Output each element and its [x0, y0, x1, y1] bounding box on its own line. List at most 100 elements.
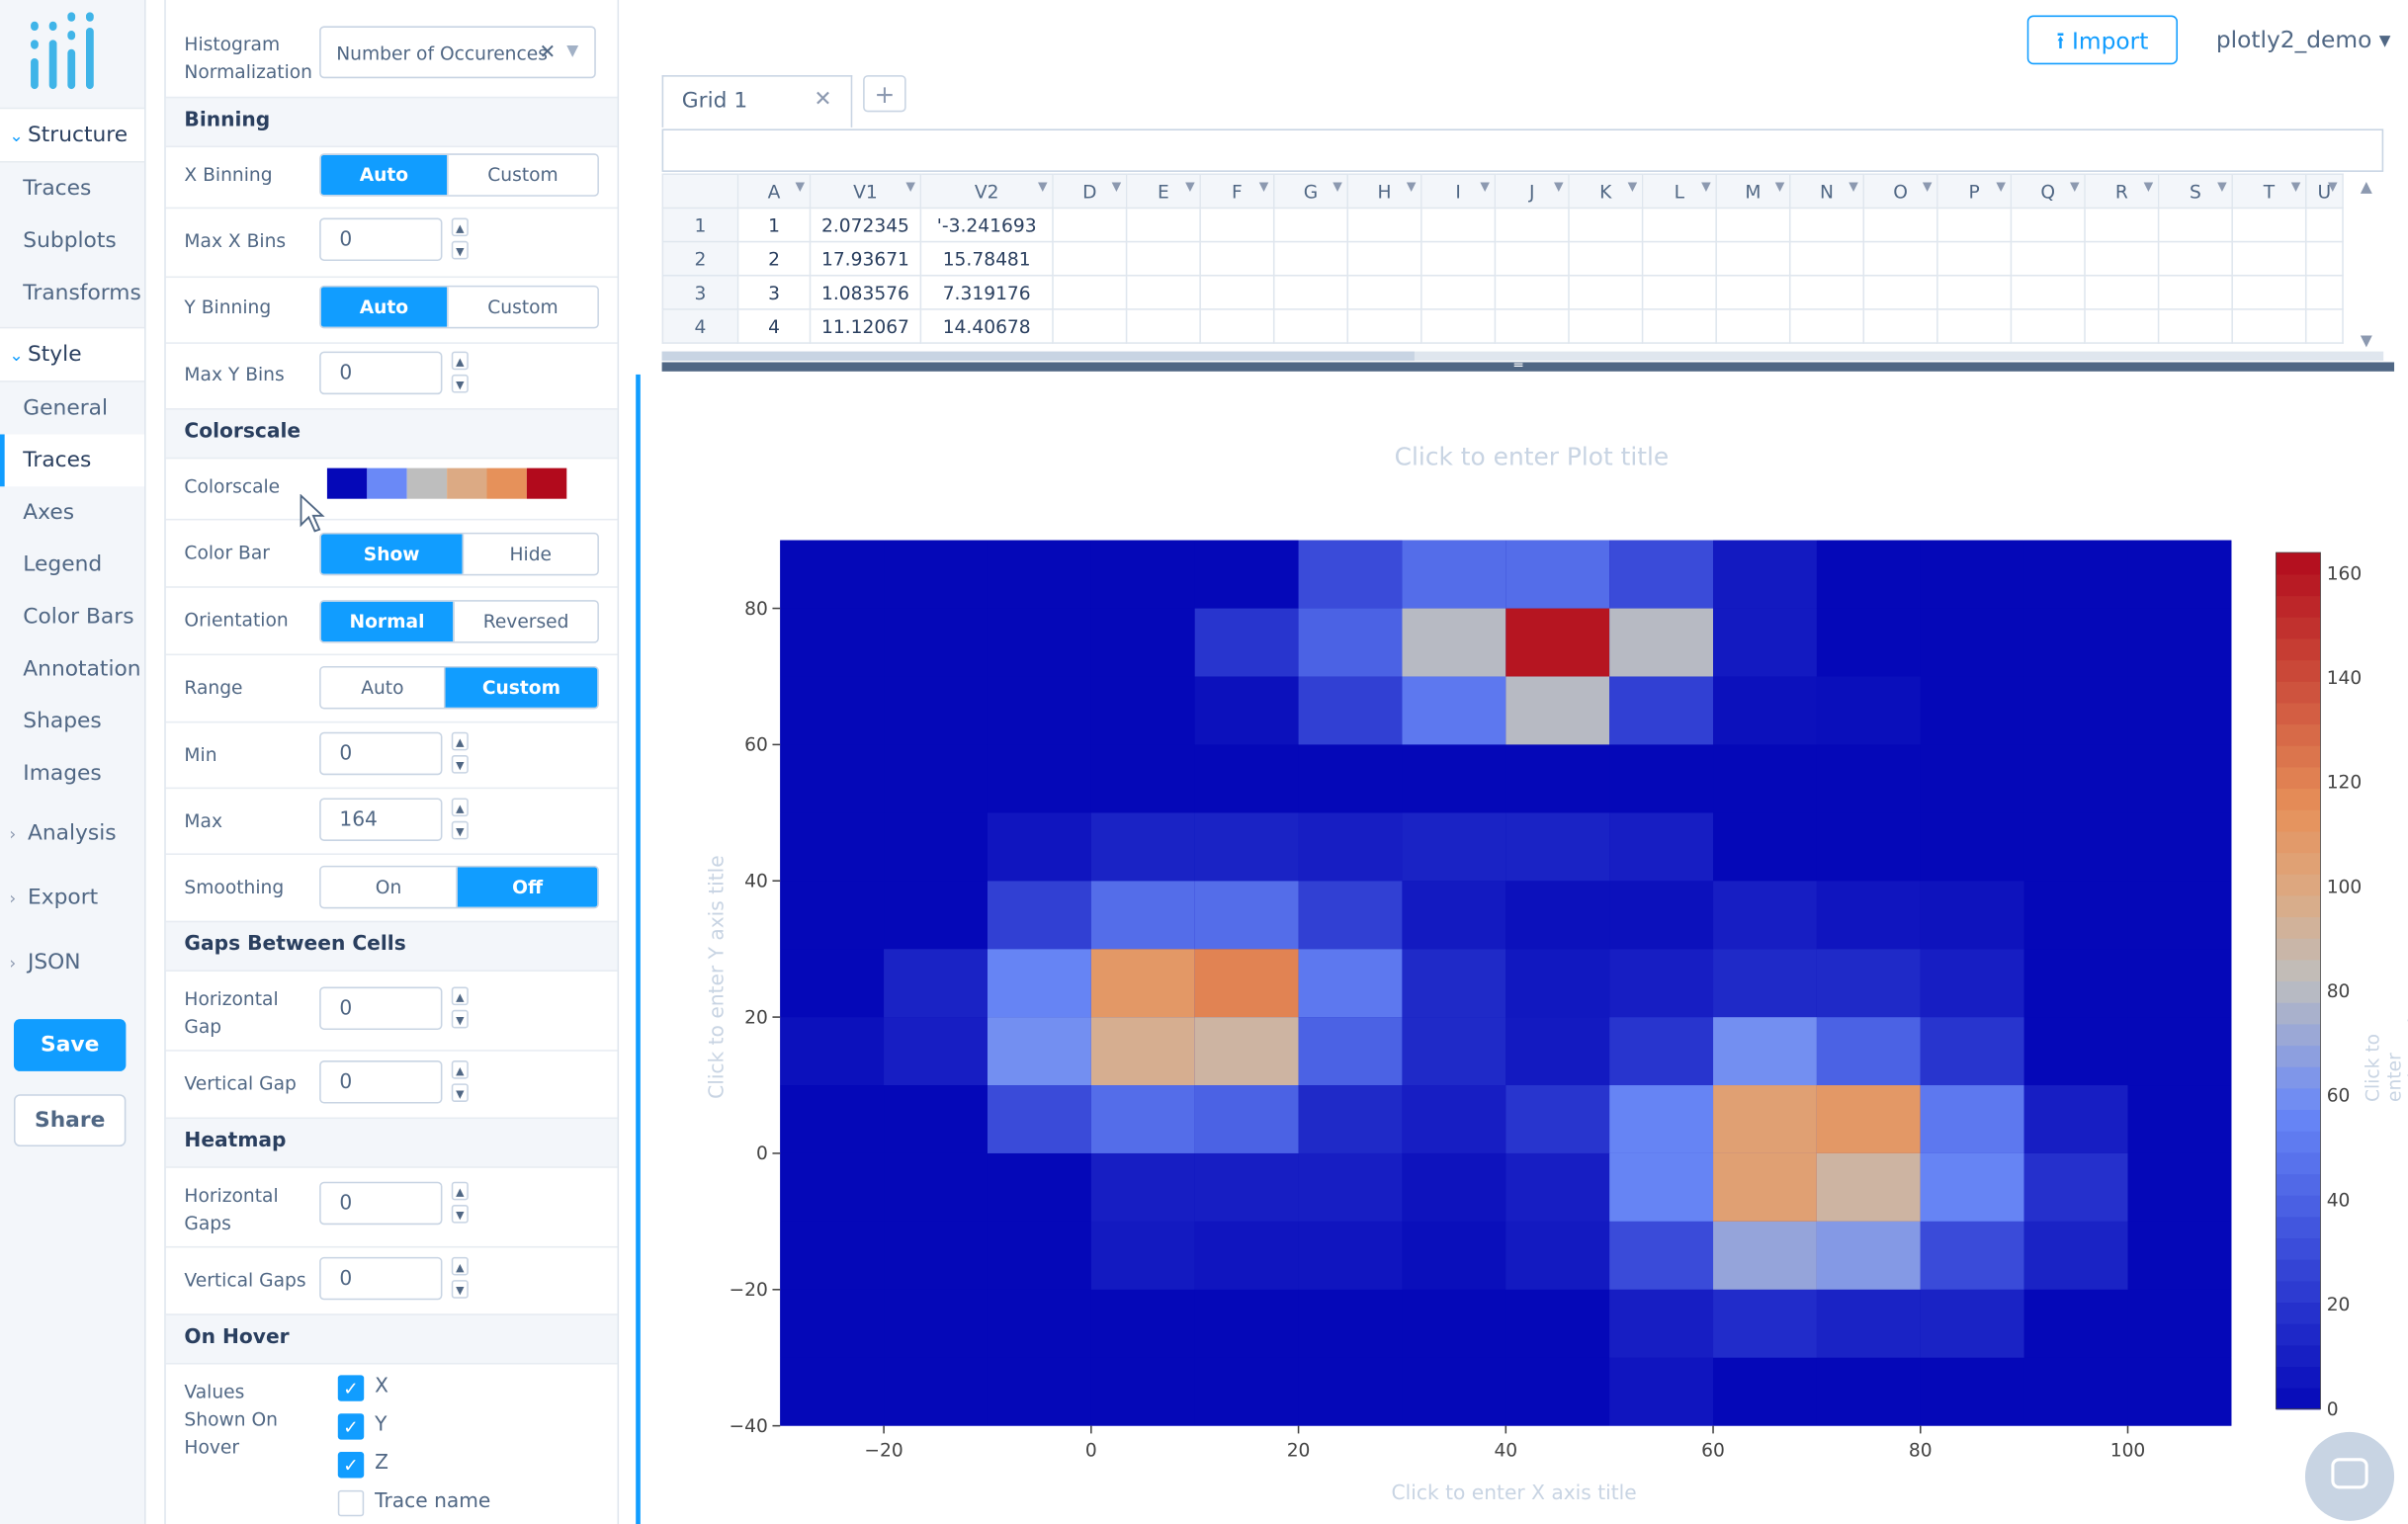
table-cell[interactable]	[1125, 308, 1201, 344]
x-binning-auto-option[interactable]: Auto	[320, 154, 448, 196]
table-cell[interactable]	[1641, 308, 1717, 344]
table-cell[interactable]	[2304, 308, 2344, 344]
column-menu-icon[interactable]: ▼	[1554, 179, 1564, 194]
table-cell[interactable]	[1052, 207, 1128, 243]
table-cell[interactable]: 4	[736, 308, 812, 344]
table-cell[interactable]	[2084, 308, 2160, 344]
column-header[interactable]: V1 ▼	[809, 173, 922, 210]
table-cell[interactable]	[1862, 240, 1938, 277]
nav-json[interactable]: › JSON	[0, 936, 144, 988]
table-cell[interactable]	[1788, 274, 1865, 310]
table-cell[interactable]	[2157, 240, 2233, 277]
table-cell[interactable]	[2231, 240, 2307, 277]
row-number[interactable]: 3	[661, 274, 739, 310]
color-bar-hide-option[interactable]: Hide	[462, 534, 598, 574]
column-header[interactable]: I ▼	[1420, 173, 1497, 210]
table-cell[interactable]	[2010, 207, 2086, 243]
table-cell[interactable]	[1936, 308, 2013, 344]
column-menu-icon[interactable]: ▼	[2217, 179, 2227, 194]
hover-x-checkbox[interactable]: ✓	[337, 1375, 365, 1401]
scroll-up-icon[interactable]: ▲	[2360, 179, 2372, 197]
nav-structure-transforms[interactable]: Transforms	[23, 281, 141, 306]
max-input[interactable]: 164	[319, 798, 443, 841]
orientation-normal-option[interactable]: Normal	[320, 601, 454, 642]
user-menu[interactable]: plotly2_demo ▾	[2215, 26, 2391, 54]
column-menu-icon[interactable]: ▼	[2328, 179, 2338, 194]
table-cell[interactable]: 7.319176	[919, 274, 1054, 310]
horizontal-gaps-stepper[interactable]: ▲ ▼	[451, 1181, 471, 1228]
column-menu-icon[interactable]: ▼	[1774, 179, 1785, 194]
max-x-bins-input[interactable]: 0	[319, 217, 443, 261]
column-header[interactable]: A ▼	[736, 173, 812, 210]
column-menu-icon[interactable]: ▼	[795, 179, 806, 194]
nav-style-images[interactable]: Images	[23, 761, 102, 787]
x-axis-title[interactable]: Click to enter X axis title	[1391, 1482, 1637, 1506]
add-tab-button[interactable]: +	[863, 75, 906, 113]
column-header[interactable]: S ▼	[2157, 173, 2233, 210]
table-cell[interactable]	[1568, 207, 1644, 243]
row-number[interactable]: 1	[661, 207, 739, 243]
nav-style-annotation[interactable]: Annotation	[23, 656, 141, 682]
table-cell[interactable]	[1788, 308, 1865, 344]
table-cell[interactable]: 17.93671	[809, 240, 922, 277]
max-stepper[interactable]: ▲ ▼	[451, 798, 471, 845]
column-header[interactable]: L ▼	[1641, 173, 1717, 210]
range-custom-option[interactable]: Custom	[443, 667, 598, 708]
column-header[interactable]: D ▼	[1052, 173, 1128, 210]
nav-style-shapes[interactable]: Shapes	[23, 709, 102, 734]
y-binning-custom-option[interactable]: Custom	[447, 287, 598, 327]
table-cell[interactable]	[1568, 308, 1644, 344]
table-cell[interactable]	[2304, 240, 2344, 277]
vertical-gap-stepper[interactable]: ▲ ▼	[451, 1060, 471, 1107]
table-cell[interactable]	[2157, 207, 2233, 243]
tab-grid-1[interactable]: Grid 1 ✕	[661, 75, 853, 127]
min-input[interactable]: 0	[319, 731, 443, 776]
column-header[interactable]: T ▼	[2231, 173, 2307, 210]
row-number[interactable]: 2	[661, 240, 739, 277]
column-menu-icon[interactable]: ▼	[1111, 179, 1122, 194]
row-number[interactable]: 4	[661, 308, 739, 344]
column-menu-icon[interactable]: ▼	[1333, 179, 1342, 194]
share-button[interactable]: Share	[13, 1094, 127, 1147]
column-menu-icon[interactable]: ▼	[2143, 179, 2154, 194]
nav-structure-subplots[interactable]: Subplots	[23, 228, 117, 254]
column-menu-icon[interactable]: ▼	[2070, 179, 2080, 194]
close-icon[interactable]: ✕	[814, 87, 832, 113]
column-header[interactable]: P ▼	[1936, 173, 2013, 210]
orientation-reversed-option[interactable]: Reversed	[453, 601, 598, 642]
column-header[interactable]: Q ▼	[2010, 173, 2086, 210]
column-menu-icon[interactable]: ▼	[1406, 179, 1417, 194]
table-cell[interactable]	[2231, 308, 2307, 344]
table-cell[interactable]	[2010, 308, 2086, 344]
table-cell[interactable]	[1862, 274, 1938, 310]
table-cell[interactable]	[1346, 240, 1422, 277]
column-menu-icon[interactable]: ▼	[1037, 179, 1048, 194]
table-cell[interactable]: 2	[736, 240, 812, 277]
column-menu-icon[interactable]: ▼	[1701, 179, 1711, 194]
min-stepper[interactable]: ▲ ▼	[451, 731, 471, 779]
table-cell[interactable]	[1052, 240, 1128, 277]
column-header[interactable]: U ▼	[2304, 173, 2344, 210]
table-cell[interactable]: 1	[736, 207, 812, 243]
table-cell[interactable]	[2304, 274, 2344, 310]
column-menu-icon[interactable]: ▼	[1996, 179, 2007, 194]
nav-export[interactable]: › Export	[0, 872, 144, 924]
import-button[interactable]: ⭱ Import	[2026, 15, 2179, 65]
color-bar-show-option[interactable]: Show	[320, 534, 463, 574]
x-binning-custom-option[interactable]: Custom	[447, 154, 598, 196]
resize-divider[interactable]: ═	[661, 360, 2395, 374]
table-cell[interactable]	[1641, 240, 1717, 277]
table-cell[interactable]	[2010, 240, 2086, 277]
column-header[interactable]: K ▼	[1568, 173, 1644, 210]
nav-structure-traces[interactable]: Traces	[23, 176, 92, 202]
column-menu-icon[interactable]: ▼	[1185, 179, 1195, 194]
nav-analysis[interactable]: › Analysis	[0, 807, 144, 860]
table-cell[interactable]	[1715, 240, 1791, 277]
smoothing-on-option[interactable]: On	[320, 867, 457, 907]
max-y-bins-input[interactable]: 0	[319, 351, 443, 395]
table-cell[interactable]	[2010, 274, 2086, 310]
column-menu-icon[interactable]: ▼	[905, 179, 915, 194]
table-cell[interactable]	[1199, 240, 1275, 277]
table-cell[interactable]: 15.78481	[919, 240, 1054, 277]
table-cell[interactable]	[1936, 240, 2013, 277]
